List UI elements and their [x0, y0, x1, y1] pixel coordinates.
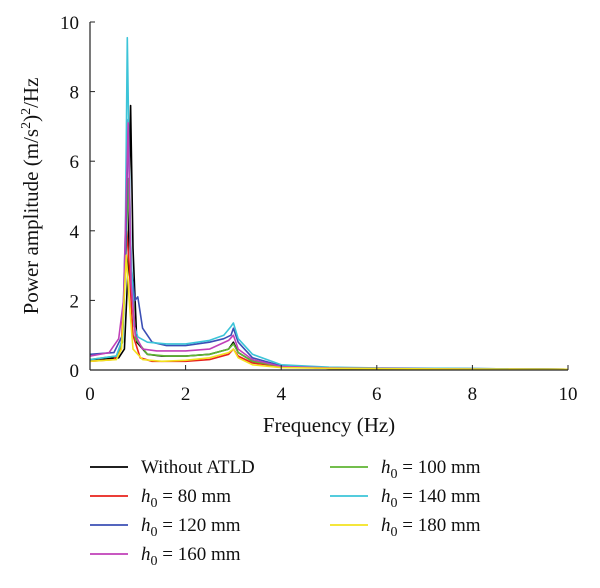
y-axis-label-superscript: 2 — [19, 122, 34, 129]
series-line-4 — [90, 36, 568, 370]
x-tick-label: 8 — [468, 384, 478, 405]
x-axis-label: Frequency (Hz) — [263, 413, 395, 437]
legend-label-6: h0 = 180 mm — [381, 515, 481, 540]
y-tick-label: 4 — [70, 222, 80, 243]
series-line-6 — [90, 254, 568, 370]
x-tick-label: 0 — [85, 384, 95, 405]
series-line-2 — [90, 177, 568, 370]
legend-label-rest: = 80 mm — [158, 486, 232, 507]
legend-label-var: h — [381, 457, 391, 478]
legend-label-5: h0 = 160 mm — [141, 544, 241, 569]
legend-label-var: h — [141, 515, 151, 536]
legend-label-4: h0 = 140 mm — [381, 486, 481, 511]
legend-label-rest: = 120 mm — [158, 515, 241, 536]
legend-label-subscript: 0 — [151, 496, 158, 511]
y-axis-label-part: /Hz — [19, 78, 43, 108]
legend-label-var: h — [141, 544, 151, 565]
legend-label-rest: = 100 mm — [398, 457, 481, 478]
legend-label-0: Without ATLD — [141, 457, 255, 478]
y-axis-label-part: ) — [19, 115, 43, 122]
legend-label-rest: = 160 mm — [158, 544, 241, 565]
series-line-1 — [90, 230, 568, 370]
x-tick-label: 6 — [372, 384, 382, 405]
y-tick-label: 6 — [70, 152, 80, 173]
legend-label-subscript: 0 — [151, 525, 158, 540]
y-axis-label-superscript: 2 — [19, 108, 34, 115]
plot-area — [90, 36, 568, 370]
y-axis-label-part: Power amplitude (m/s — [19, 129, 43, 314]
legend-label-2: h0 = 100 mm — [381, 457, 481, 482]
x-tick-label: 2 — [181, 384, 191, 405]
legend-label-var: h — [381, 515, 391, 536]
legend-label-var: h — [381, 486, 391, 507]
y-axis-label: Power amplitude (m/s2)2/Hz — [19, 78, 43, 315]
series-line-0 — [90, 104, 568, 370]
y-tick-label: 8 — [70, 83, 80, 104]
y-tick-label: 0 — [70, 361, 80, 382]
y-tick-label: 2 — [70, 291, 80, 312]
legend-label-subscript: 0 — [391, 496, 398, 511]
x-tick-label: 10 — [559, 384, 578, 405]
legend-label-1: h0 = 80 mm — [141, 486, 231, 511]
legend-label-subscript: 0 — [391, 525, 398, 540]
series-line-5 — [90, 122, 568, 370]
legend-label-rest: = 140 mm — [398, 486, 481, 507]
x-tick-label: 4 — [276, 384, 286, 405]
y-tick-label: 10 — [60, 13, 79, 34]
legend-label-3: h0 = 120 mm — [141, 515, 241, 540]
axes: 0 2 4 6 8 10 0 2 4 6 8 10 Frequency (Hz) Power amplit… — [19, 13, 578, 437]
legend-label-rest: = 180 mm — [398, 515, 481, 536]
legend-label-subscript: 0 — [391, 467, 398, 482]
series-line-3 — [90, 118, 568, 370]
legend-label-subscript: 0 — [151, 554, 158, 569]
legend-label-var: h — [141, 486, 151, 507]
